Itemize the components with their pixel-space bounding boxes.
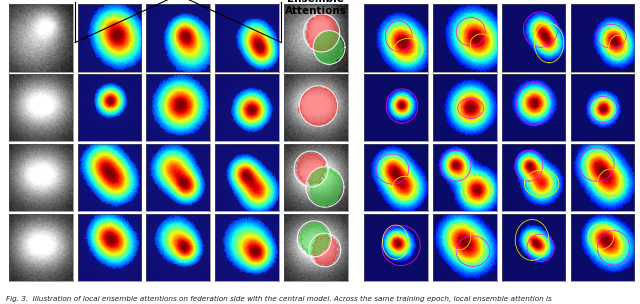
Text: Ensemble
Attentions: Ensemble Attentions: [285, 0, 347, 16]
Polygon shape: [312, 234, 339, 266]
Polygon shape: [308, 167, 343, 207]
Text: Fig. 3.  Illustration of local ensemble attentions on federation side with the c: Fig. 3. Illustration of local ensemble a…: [6, 295, 552, 302]
Polygon shape: [315, 31, 344, 65]
Polygon shape: [296, 153, 326, 185]
Polygon shape: [299, 221, 329, 255]
Polygon shape: [298, 85, 338, 126]
Polygon shape: [305, 13, 339, 53]
